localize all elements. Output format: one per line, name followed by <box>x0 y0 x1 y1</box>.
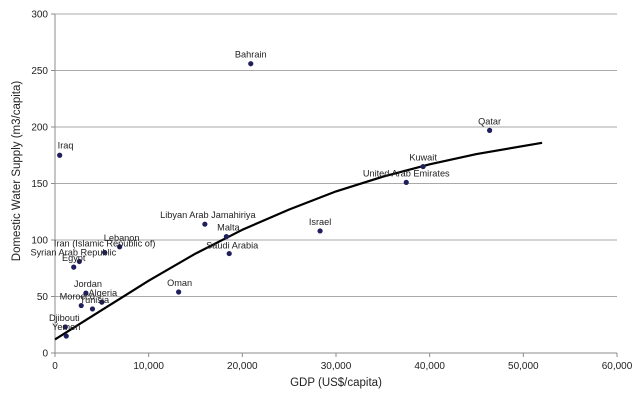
y-tick-label-3: 150 <box>31 179 48 190</box>
point-label-algeria: Algeria <box>89 288 118 298</box>
data-point-morocco <box>78 302 84 309</box>
y-tick-label-5: 250 <box>31 66 48 77</box>
trendline-group <box>54 141 543 341</box>
point-label-united-arab-emirates: United Arab Emirates <box>363 168 450 178</box>
point-label-iran-islamic-republic-of: Iran (Islamic Republic of) <box>54 238 156 248</box>
data-point-iran-islamic-republic-of <box>102 249 108 256</box>
gridlines <box>55 13 617 297</box>
data-point-oman <box>176 289 182 295</box>
point-label-israel: Israel <box>309 217 331 227</box>
data-point-saudi-arabia <box>226 250 232 257</box>
axes <box>51 13 618 357</box>
data-point-tunisia <box>89 306 96 312</box>
data-point-iraq <box>57 152 63 158</box>
y-tick-labels: 0 50 100 150 200 250 300 <box>31 10 48 360</box>
data-point-yemen <box>63 333 69 339</box>
x-tick-label-5: 50,000 <box>508 361 539 372</box>
point-label-lebanon: Lebanon <box>104 233 140 243</box>
point-label-iraq: Iraq <box>58 140 74 150</box>
data-point-lebanon <box>117 244 123 250</box>
x-tick-label-4: 40,000 <box>414 361 445 372</box>
data-point-bahrain <box>248 61 254 67</box>
x-axis-title: GDP (US$/capita) <box>290 377 382 389</box>
trendline <box>54 141 543 341</box>
point-label-oman: Oman <box>167 278 192 288</box>
x-tick-label-6: 60,000 <box>602 361 633 372</box>
data-point-djibouti <box>62 324 68 330</box>
data-point-malta <box>223 234 230 240</box>
x-tick-label-1: 10,000 <box>133 361 164 372</box>
data-point-algeria <box>99 299 105 305</box>
point-label-saudi-arabia: Saudi Arabia <box>206 241 259 251</box>
x-tick-labels: 0 10,000 20,000 30,000 40,000 50,000 60,000 <box>52 361 633 372</box>
x-tick-label-3: 30,000 <box>321 361 352 372</box>
point-label-bahrain: Bahrain <box>235 50 267 60</box>
y-axis-title: Domestic Water Supply (m3/capita) <box>11 81 23 262</box>
point-label-jordan: Jordan <box>74 279 102 289</box>
data-point-libyan-arab-jamahiriya <box>202 221 208 227</box>
data-point-united-arab-emirates <box>403 179 409 185</box>
y-tick-label-0: 0 <box>42 349 48 360</box>
point-labels: Bahrain Qatar Iraq Kuwait United Arab Emirat… <box>30 50 501 332</box>
point-label-syrian-arab-republic: Syrian Arab Republic <box>30 247 116 257</box>
data-point-qatar <box>487 127 493 133</box>
data-point-jordan <box>83 290 89 296</box>
point-label-libyan-arab-jamahiriya: Libyan Arab Jamahiriya <box>160 210 256 220</box>
data-point-kuwait <box>420 163 426 170</box>
y-tick-label-2: 100 <box>31 236 48 247</box>
point-label-qatar: Qatar <box>478 116 501 126</box>
point-label-malta: Malta <box>217 223 240 233</box>
point-label-morocco: Morocco <box>60 292 95 302</box>
point-label-djibouti: Djibouti <box>49 313 80 323</box>
point-label-yemen: Yemen <box>52 322 80 332</box>
y-tick-label-1: 50 <box>37 292 49 303</box>
point-label-kuwait: Kuwait <box>409 153 437 163</box>
point-label-egypt: Egypt <box>62 253 86 263</box>
data-point-egypt <box>71 264 77 270</box>
data-point-syrian-arab-republic <box>76 258 82 265</box>
data-points <box>57 61 493 339</box>
y-tick-label-6: 300 <box>31 10 48 21</box>
data-point-israel <box>317 228 323 234</box>
x-tick-label-0: 0 <box>52 361 58 372</box>
x-tick-label-2: 20,000 <box>227 361 258 372</box>
point-label-tunisia: Tunisia <box>80 295 110 305</box>
y-tick-label-4: 200 <box>31 123 48 134</box>
